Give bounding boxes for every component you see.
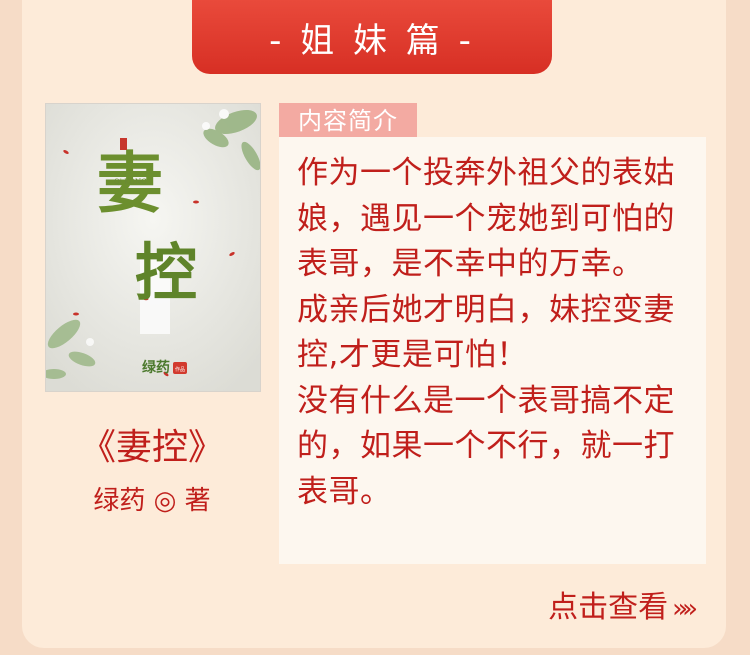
cover-author: 绿药 xyxy=(142,359,170,376)
cover-top-seal xyxy=(120,138,127,150)
intro-box: 作为一个投奔外祖父的表姑娘，遇见一个宠她到可怕的表哥，是不幸中的万幸。 成亲后她… xyxy=(279,137,706,564)
book-title[interactable]: 《妻控》 xyxy=(79,427,224,468)
section-banner: - 姐 妹 篇 - xyxy=(192,0,552,74)
intro-tag: 内容简介 xyxy=(279,103,417,137)
leaves-bottom-left xyxy=(46,319,96,379)
double-chevron-right-icon: »» xyxy=(672,594,698,624)
cover-pinyin: Qi KONG xyxy=(114,178,147,186)
cover-title-char-2: 控 xyxy=(135,236,197,309)
book-cover-image[interactable]: 妻 控 Qi KONG 绿药 作品 xyxy=(45,103,261,392)
intro-paragraph: 成亲后她才明白，妹控变妻控,才更是可怕！ xyxy=(297,291,675,374)
cover-title-char-1: 妻 xyxy=(97,144,163,222)
cover-artwork: 妻 控 Qi KONG 绿药 作品 xyxy=(46,104,260,391)
intro-paragraph: 作为一个投奔外祖父的表姑娘，遇见一个宠她到可怕的表哥，是不幸中的万幸。 xyxy=(297,155,675,282)
book-author: 绿药 ◎ 著 xyxy=(93,486,211,516)
view-details-link[interactable]: 点击查看»» xyxy=(548,582,698,626)
cover-author-seal xyxy=(173,362,187,374)
petals xyxy=(63,150,235,377)
leaves-top-right xyxy=(202,109,260,171)
intro-paragraph: 没有什么是一个表哥搞不定的，如果一个不行，就一打表哥。 xyxy=(297,382,675,510)
view-details-label: 点击查看 xyxy=(548,590,669,625)
cover-seal-label: 作品 xyxy=(175,366,185,373)
